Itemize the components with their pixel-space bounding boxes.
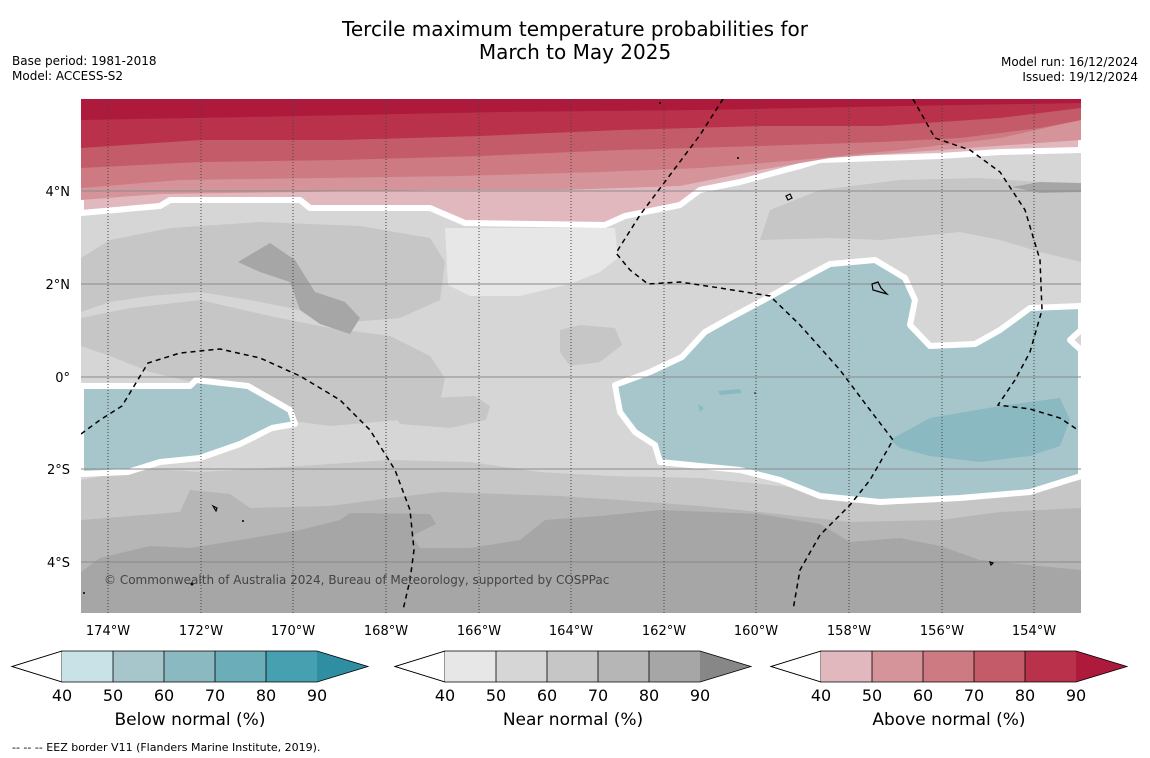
legend-near-tick: 90 (690, 686, 710, 705)
legend-above-tick: 50 (862, 686, 882, 705)
legend-near-upper-arrow (700, 651, 751, 682)
base-period-text: Base period: 1981-2018 (12, 54, 157, 68)
model-text: Model: ACCESS-S2 (12, 69, 124, 83)
legend-above-tick: 70 (964, 686, 984, 705)
near-normal-70-region (81, 588, 1081, 613)
legend-below-swatch-1 (62, 651, 113, 682)
near-normal-60-region (81, 300, 445, 426)
near-normal-70-patch (1012, 182, 1081, 193)
legend-near-tick: 80 (639, 686, 659, 705)
model-run-text: Model run: 16/12/2024 (1000, 55, 1138, 69)
meta-right: Model run: 16/12/2024 Issued: 19/12/2024 (1001, 55, 1138, 85)
near-normal-60-region (760, 178, 1081, 262)
legend-near-lower-arrow (393, 650, 446, 683)
lat-label: 2°S (47, 463, 70, 478)
legend-above-swatch-3 (923, 651, 974, 682)
legend-below-tick: 80 (256, 686, 276, 705)
legend-above-swatch-5 (1025, 651, 1076, 682)
legend-near-tick: 40 (435, 686, 455, 705)
legend-near-swatch-1 (445, 651, 496, 682)
latitude-labels: 4°N 2°N 0° 2°S 4°S (46, 185, 71, 571)
map-title: Tercile maximum temperature probabilitie… (0, 18, 1150, 64)
legend-near-swatch-3 (547, 651, 598, 682)
legend-above-label: Above normal (%) (872, 710, 1025, 730)
legend-near-normal: 40 50 60 70 80 90 Near normal (%) (393, 650, 753, 730)
latitude-lines (81, 190, 1081, 563)
map-title-line1: Tercile maximum temperature probabilitie… (342, 17, 808, 41)
legend-above-swatch-4 (974, 651, 1025, 682)
lat-label: 2°N (46, 278, 71, 293)
map-panel: © Commonwealth of Australia 2024, Bureau… (81, 99, 1081, 613)
legend-above-swatch-1 (821, 651, 872, 682)
lon-label: 156°W (920, 624, 964, 639)
near-normal-60-region (390, 396, 490, 428)
lon-label: 164°W (549, 624, 593, 639)
issued-text: Issued: 19/12/2024 (1022, 70, 1138, 84)
legend-above-tick: 60 (913, 686, 933, 705)
lat-label: 4°N (46, 185, 71, 200)
legend-below-swatch-2 (113, 651, 164, 682)
lon-label: 174°W (86, 624, 130, 639)
lon-label: 170°W (271, 624, 315, 639)
near-normal-70-patch (238, 243, 360, 334)
near-normal-40-region (445, 228, 618, 296)
legend-near-label: Near normal (%) (503, 710, 643, 730)
legend-below-normal: 40 50 60 70 80 90 Below normal (%) (10, 650, 370, 730)
legend-below-label: Below normal (%) (115, 710, 266, 730)
legend-above-tick: 90 (1066, 686, 1086, 705)
legend-above-upper-arrow (1076, 651, 1127, 682)
legend-below-swatch-5 (266, 651, 317, 682)
legend-above-normal: 40 50 60 70 80 90 Above normal (%) (769, 650, 1129, 730)
below-normal-60-patch (890, 398, 1070, 462)
meta-left: Base period: 1981-2018 Model: ACCESS-S2 (12, 54, 157, 84)
legend-below-lower-arrow (10, 650, 63, 683)
legend-below-tick: 50 (103, 686, 123, 705)
legend-near-swatch-5 (649, 651, 700, 682)
lat-label: 0° (55, 371, 70, 386)
lon-label: 154°W (1012, 624, 1056, 639)
eez-borders (81, 99, 1079, 611)
legend-above-tick: 80 (1015, 686, 1035, 705)
copyright-text: © Commonwealth of Australia 2024, Bureau… (104, 573, 609, 587)
legend-below-tick: 60 (154, 686, 174, 705)
lon-label: 172°W (179, 624, 223, 639)
legend-below-swatch-3 (164, 651, 215, 682)
legend-above-lower-arrow (769, 650, 822, 683)
legend-near-tick: 60 (537, 686, 557, 705)
legend-near-swatch-4 (598, 651, 649, 682)
small-islands (83, 102, 756, 594)
legend-below-tick: 90 (307, 686, 327, 705)
legend-above-tick: 40 (811, 686, 831, 705)
map-title-line2: March to May 2025 (478, 40, 672, 64)
lon-label: 158°W (827, 624, 871, 639)
legend-above-swatch-2 (872, 651, 923, 682)
lon-label: 162°W (642, 624, 686, 639)
legend-below-tick: 70 (205, 686, 225, 705)
legend-below-swatch-4 (215, 651, 266, 682)
below-normal-60-patch (698, 389, 742, 412)
islands (211, 193, 995, 567)
lon-label: 168°W (364, 624, 408, 639)
longitude-labels: 174°W 172°W 170°W 168°W 166°W 164°W 162°… (86, 624, 1056, 639)
below-normal-region-west (81, 377, 298, 477)
lon-label: 166°W (457, 624, 501, 639)
eez-footnote: -- -- -- EEZ border V11 (Flanders Marine… (12, 741, 320, 754)
legend-near-swatch-2 (496, 651, 547, 682)
lon-label: 160°W (734, 624, 778, 639)
lat-label: 4°S (47, 556, 70, 571)
near-normal-60-region (560, 325, 622, 366)
legend-below-tick: 40 (52, 686, 72, 705)
legend-near-tick: 50 (486, 686, 506, 705)
legend-below-upper-arrow (317, 651, 368, 682)
above-normal-90-region (81, 99, 1081, 120)
legend-near-tick: 70 (588, 686, 608, 705)
